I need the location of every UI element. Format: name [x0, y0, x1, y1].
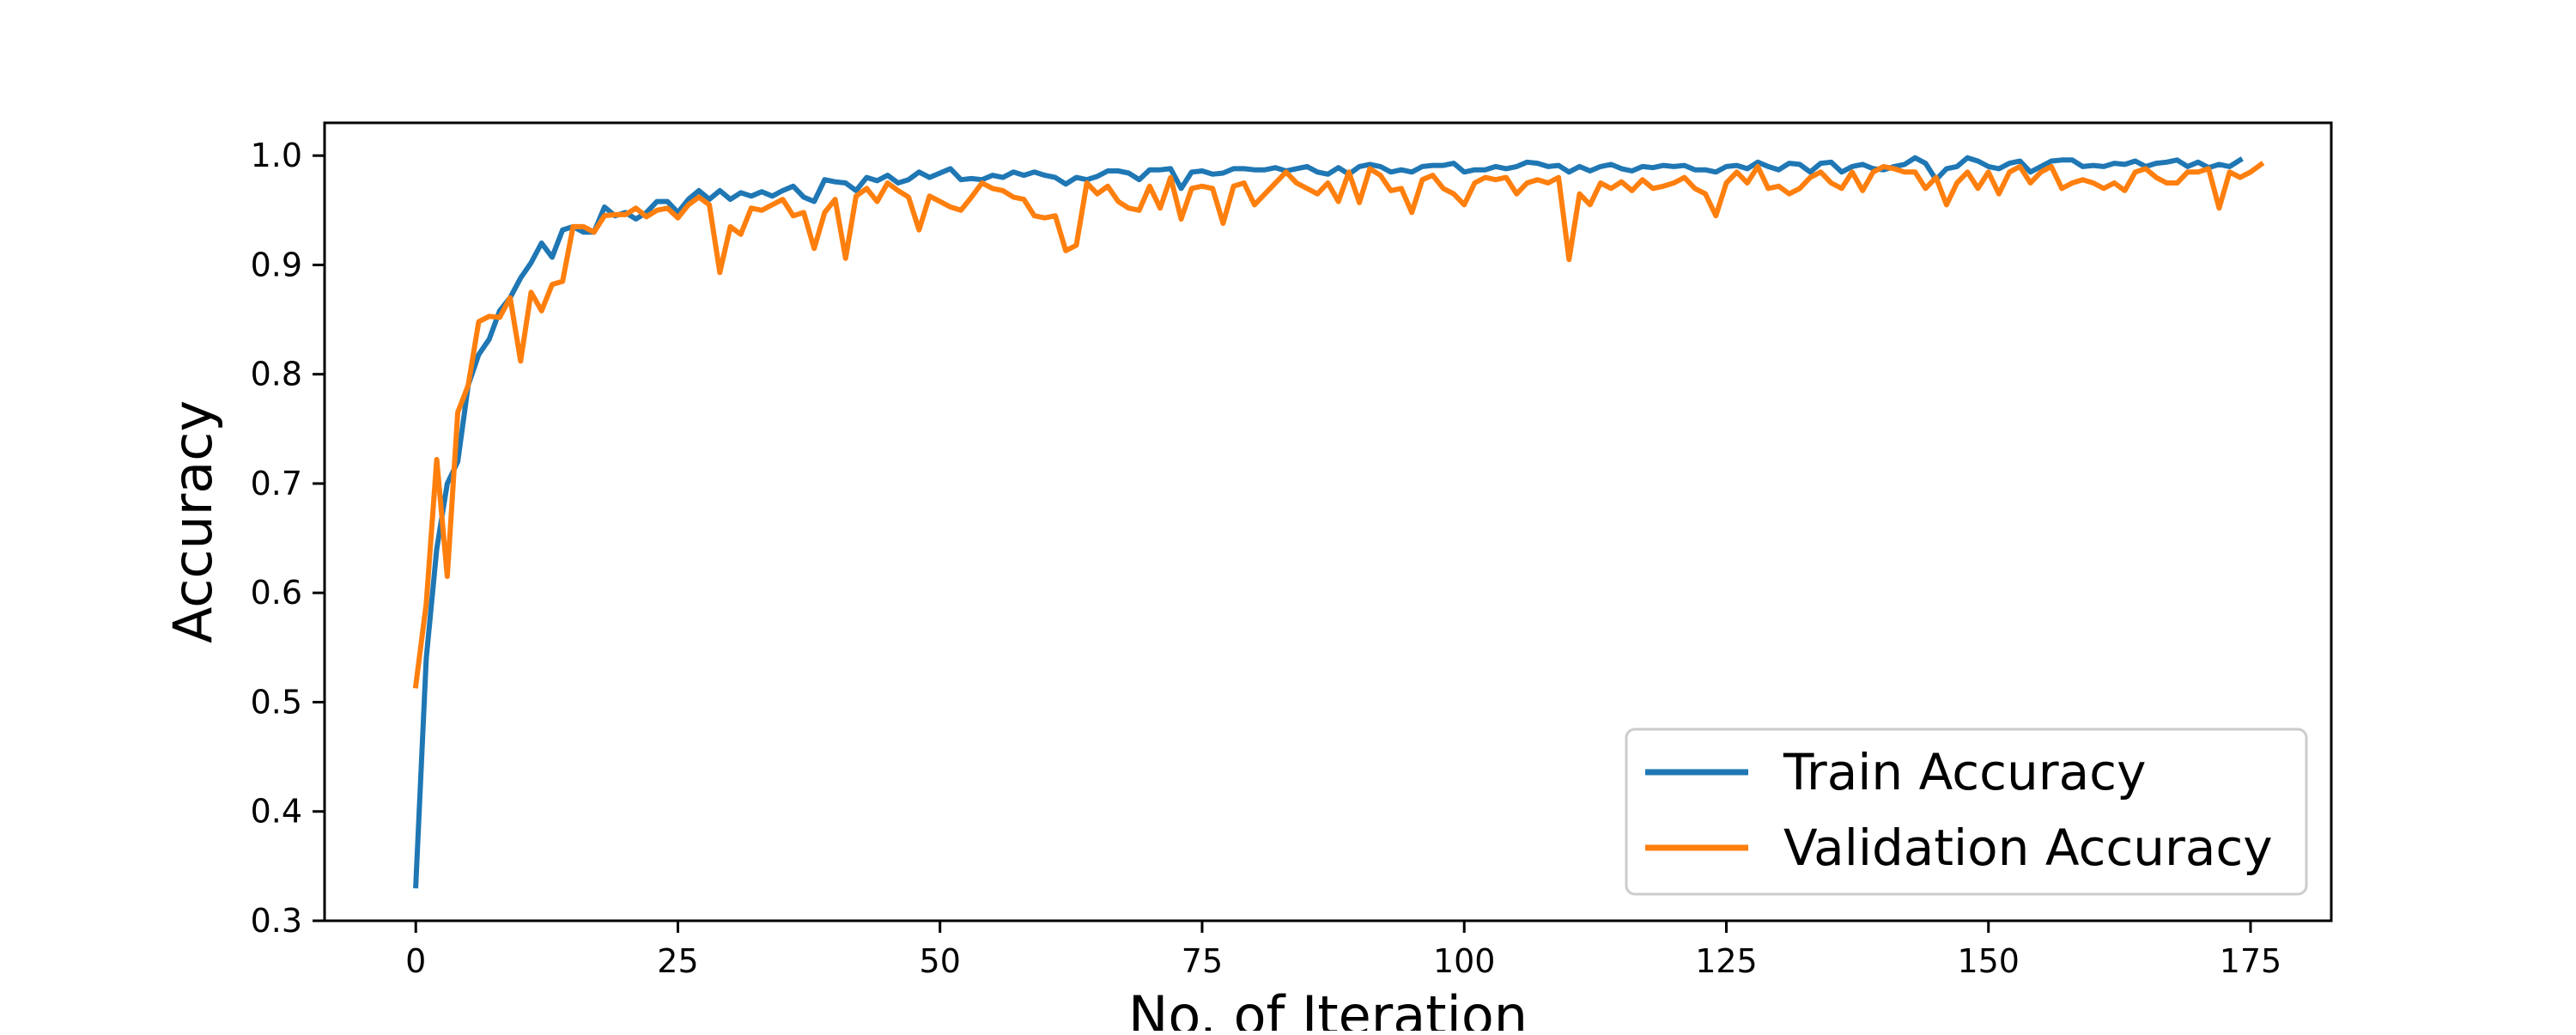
- series-line-validation-accuracy: [412, 161, 2265, 689]
- x-axis-title: No. of Iteration: [1128, 984, 1528, 1031]
- x-tick-label: 150: [1957, 942, 2020, 980]
- y-tick-label: 1.0: [251, 137, 302, 174]
- legend-frame: [1625, 728, 2308, 896]
- plot-area-frame: [323, 121, 2333, 922]
- legend-label: Train Accuracy: [1783, 743, 2146, 801]
- x-tick-label: 25: [657, 942, 698, 980]
- y-tick-label: 0.8: [251, 356, 302, 393]
- x-tick-label: 175: [2220, 942, 2282, 980]
- y-tick-label: 0.7: [251, 465, 302, 502]
- legend-label: Validation Accuracy: [1783, 819, 2273, 877]
- y-tick-label: 0.5: [251, 683, 302, 721]
- x-tick-label: 50: [920, 942, 961, 980]
- axis-ticks: 0 25 50 75 100 125 150 175 0.3 0.4 0.5 0.6 0.7 0.8 0.9…: [251, 137, 2282, 980]
- y-tick-label: 0.4: [251, 793, 302, 831]
- y-tick-label: 0.9: [251, 246, 302, 283]
- x-tick-label: 75: [1182, 942, 1223, 980]
- x-tick-label: 0: [405, 942, 426, 980]
- x-tick-label: 125: [1695, 942, 1758, 980]
- x-tick-label: 100: [1433, 942, 1496, 980]
- series-lines: [412, 155, 2265, 889]
- legend: Train Accuracy Validation Accuracy: [1625, 728, 2308, 896]
- y-tick-label: 0.6: [251, 574, 302, 612]
- y-tick-label: 0.3: [251, 902, 302, 940]
- y-axis-title: Accuracy: [161, 400, 224, 643]
